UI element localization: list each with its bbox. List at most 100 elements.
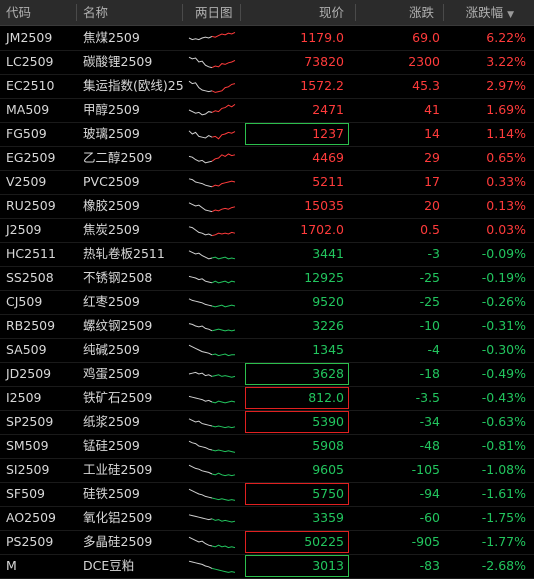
column-divider[interactable] [355,4,356,21]
cell-name: 玻璃2509 [83,126,140,141]
sparkline-svg [188,31,236,41]
table-row[interactable]: CJ509 红枣2509 9520 -25 -0.26% [0,290,534,315]
cell-code: SA509 [6,342,47,357]
cell-name: DCE豆粕 [83,558,135,573]
col-header-name[interactable]: 名称 [83,5,109,20]
table-row[interactable]: V2509 PVC2509 5211 17 0.33% [0,170,534,195]
sparkline-svg [188,514,236,523]
sparkline-today [211,206,236,213]
table-row[interactable]: SI2509 工业硅2509 9605 -105 -1.08% [0,458,534,483]
cell-change-pct: -0.43% [481,390,526,405]
two-day-sparkline [188,314,238,338]
cell-name: 焦炭2509 [83,222,140,237]
column-divider[interactable] [443,4,444,21]
col-header-change-pct[interactable]: 涨跌幅 ▼ [448,0,514,25]
table-row[interactable]: RU2509 橡胶2509 15035 20 0.13% [0,194,534,219]
cell-change-pct: -1.77% [481,534,526,549]
sparkline-svg [188,202,236,213]
column-divider[interactable] [182,4,183,21]
cell-code: MA509 [6,102,50,117]
cell-price: 2471 [312,102,344,117]
cell-change-pct: 2.97% [486,78,526,93]
sparkline-today [211,449,236,453]
cell-change: -3 [427,246,440,261]
sparkline-svg [188,250,236,260]
cell-change: -25 [419,294,440,309]
col-header-change[interactable]: 涨跌 [408,5,434,20]
cell-price: 812.0 [244,386,350,410]
cell-price: 50225 [244,530,350,554]
cell-code: AO2509 [6,510,56,525]
cell-code: SI2509 [6,462,50,477]
table-row[interactable]: M DCE豆粕 3013 -83 -2.68% [0,554,534,579]
column-divider[interactable] [240,4,241,21]
cell-code: J2509 [6,222,42,237]
sparkline-today [211,328,236,332]
cell-name: 焦煤2509 [83,30,140,45]
table-row[interactable]: AO2509 氧化铝2509 3359 -60 -1.75% [0,506,534,531]
cell-price: 1237 [244,122,350,146]
sparkline-prev-day [188,371,213,377]
col-header-two-day-chart[interactable]: 两日图 [195,5,233,20]
two-day-sparkline [188,386,238,410]
table-row[interactable]: SP2509 纸浆2509 5390 -34 -0.63% [0,410,534,435]
cell-price: 73820 [304,54,344,69]
cell-price: 5750 [244,482,350,506]
cell-code: EG2509 [6,150,56,165]
table-row[interactable]: MA509 甲醇2509 2471 41 1.69% [0,98,534,123]
table-row[interactable]: HC2511 热轧卷板2511 3441 -3 -0.09% [0,242,534,267]
cell-name: 不锈钢2508 [83,270,153,285]
two-day-sparkline [188,458,238,482]
sparkline-svg [188,130,236,140]
sparkline-prev-day [188,418,213,427]
cell-change: -34 [419,414,440,429]
cell-price: 3441 [312,246,344,261]
table-row[interactable]: JM2509 焦煤2509 1179.0 69.0 6.22% [0,26,534,51]
sparkline-prev-day [188,35,213,41]
sparkline-svg [188,56,236,69]
table-row[interactable]: SM509 锰硅2509 5908 -48 -0.81% [0,434,534,459]
sparkline-today [211,256,236,260]
two-day-sparkline [188,218,238,242]
table-row[interactable]: J2509 焦炭2509 1702.0 0.5 0.03% [0,218,534,243]
table-row[interactable]: EC2510 集运指数(欧线)2510 1572.2 45.3 2.97% [0,74,534,99]
sparkline-prev-day [188,514,213,521]
sparkline-svg [188,464,236,477]
cell-name: 鸡蛋2509 [83,366,140,381]
cell-change: 20 [424,198,440,213]
cell-change-pct: -2.68% [481,558,526,573]
sparkline-prev-day [188,440,213,451]
cell-change-pct: 1.69% [486,102,526,117]
cell-change-pct: 0.03% [486,222,526,237]
two-day-sparkline [188,242,238,266]
table-row[interactable]: PS2509 多晶硅2509 50225 -905 -1.77% [0,530,534,555]
cell-code: PS2509 [6,534,54,549]
sparkline-today [211,231,236,237]
sparkline-today [211,153,236,162]
table-row[interactable]: SF509 硅铁2509 5750 -94 -1.61% [0,482,534,507]
table-row[interactable]: RB2509 螺纹钢2509 3226 -10 -0.31% [0,314,534,339]
sparkline-prev-day [188,560,213,569]
table-row[interactable]: LC2509 碳酸锂2509 73820 2300 3.22% [0,50,534,75]
sparkline-svg [188,371,236,378]
table-row[interactable]: FG509 玻璃2509 1237 14 1.14% [0,122,534,147]
table-row[interactable]: SS2508 不锈钢2508 12925 -25 -0.19% [0,266,534,291]
sparkline-prev-day [188,323,213,332]
col-header-code[interactable]: 代码 [6,5,32,20]
two-day-sparkline [188,170,238,194]
sparkline-svg [188,80,236,93]
sparkline-svg [188,153,236,164]
sort-desc-icon[interactable]: ▼ [507,10,514,20]
cell-name: 乙二醇2509 [83,150,153,165]
column-divider[interactable] [76,4,77,21]
col-header-change-pct-label: 涨跌幅 [465,5,504,20]
cell-code: SP2509 [6,414,54,429]
table-row[interactable]: JD2509 鸡蛋2509 3628 -18 -0.49% [0,362,534,387]
table-row[interactable]: SA509 纯碱2509 1345 -4 -0.30% [0,338,534,363]
cell-price: 5390 [244,410,350,434]
col-header-price[interactable]: 现价 [318,5,344,20]
cell-change: -10 [419,318,440,333]
table-row[interactable]: I2509 铁矿石2509 812.0 -3.5 -0.43% [0,386,534,411]
cell-code: JD2509 [6,366,52,381]
table-row[interactable]: EG2509 乙二醇2509 4469 29 0.65% [0,146,534,171]
